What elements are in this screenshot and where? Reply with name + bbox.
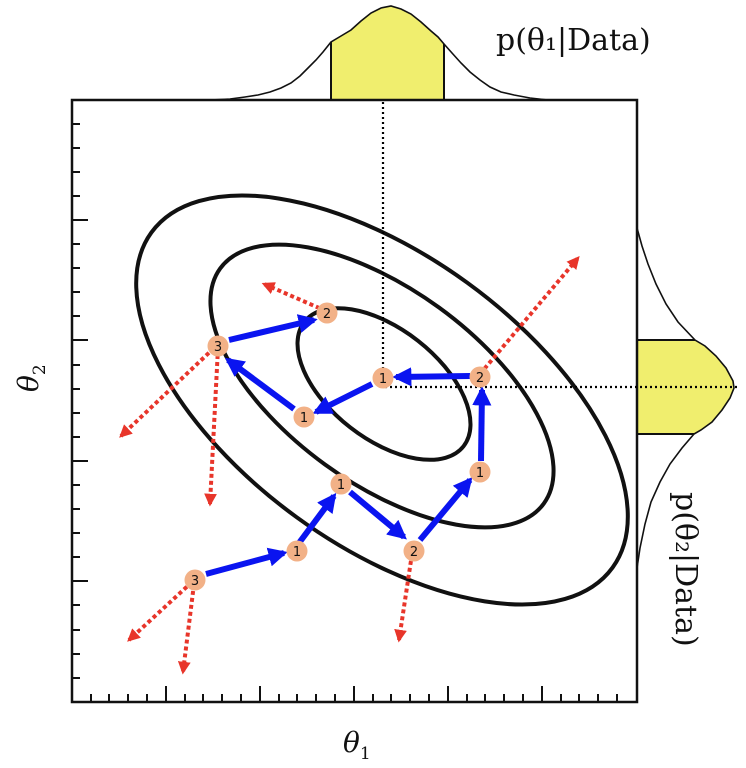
accepted-move-arrow (348, 489, 407, 540)
node-step-label: 1 (293, 545, 301, 560)
accepted-moves (205, 314, 492, 577)
sample-node: 3 (184, 569, 206, 591)
node-step-label: 3 (191, 574, 199, 589)
sample-node: 2 (316, 302, 338, 324)
x-axis-ticks (90, 686, 618, 702)
top-marginal-curve (209, 5, 549, 101)
y-axis-ticks (72, 123, 88, 679)
sample-node: 1 (330, 473, 352, 495)
sample-node: 1 (469, 461, 491, 483)
y-axis-label: θ2 (12, 364, 50, 392)
rejected-proposal-arrow (177, 583, 196, 675)
accepted-move-arrow (296, 492, 337, 545)
node-step-label: 2 (476, 371, 484, 386)
sample-node: 1 (293, 406, 315, 428)
rejected-proposal-arrow (394, 553, 414, 643)
top-marginal-label: p(θ₁|Data) (496, 23, 651, 58)
accepted-move-arrow (205, 547, 288, 577)
node-step-label: 1 (337, 478, 345, 493)
accepted-move-arrow (417, 477, 473, 542)
accepted-move-arrow (228, 314, 318, 343)
contour-middle (208, 242, 556, 530)
sample-node: 3 (207, 335, 229, 357)
node-step-label: 1 (476, 466, 484, 481)
node-step-label: 2 (323, 307, 331, 322)
contour-outer (134, 193, 630, 607)
x-axis-label: θ1 (343, 726, 371, 764)
accepted-move-arrow (312, 381, 374, 415)
accepted-move-arrow (472, 386, 492, 462)
right-marginal-curve (636, 227, 735, 569)
sample-node: 1 (372, 367, 394, 389)
rejected-proposals (119, 256, 580, 675)
rejected-proposal-arrow (478, 256, 580, 376)
top-marginal-histogram (209, 5, 549, 101)
marginal-guide-lines (381, 102, 737, 389)
accepted-move-arrow (392, 367, 471, 387)
top-marginal-shaded-region (331, 6, 444, 100)
rejected-proposal-arrow (127, 580, 194, 642)
sample-node: 1 (286, 540, 308, 562)
node-step-label: 2 (410, 545, 418, 560)
rejected-proposal-arrow (119, 346, 216, 438)
node-step-label: 1 (379, 372, 387, 387)
right-marginal-label: p(θ₂|Data) (668, 492, 703, 647)
sample-node: 2 (469, 366, 491, 388)
sample-nodes: 3 1 1 2 1 2 1 1 (184, 302, 491, 591)
posterior-contours (134, 193, 630, 607)
node-step-label: 1 (300, 411, 308, 426)
node-step-label: 3 (214, 340, 222, 355)
sample-node: 2 (403, 540, 425, 562)
rejected-proposal-arrow (261, 282, 327, 313)
rejected-proposal-arrow (204, 347, 220, 507)
accepted-move-arrow (224, 357, 296, 412)
